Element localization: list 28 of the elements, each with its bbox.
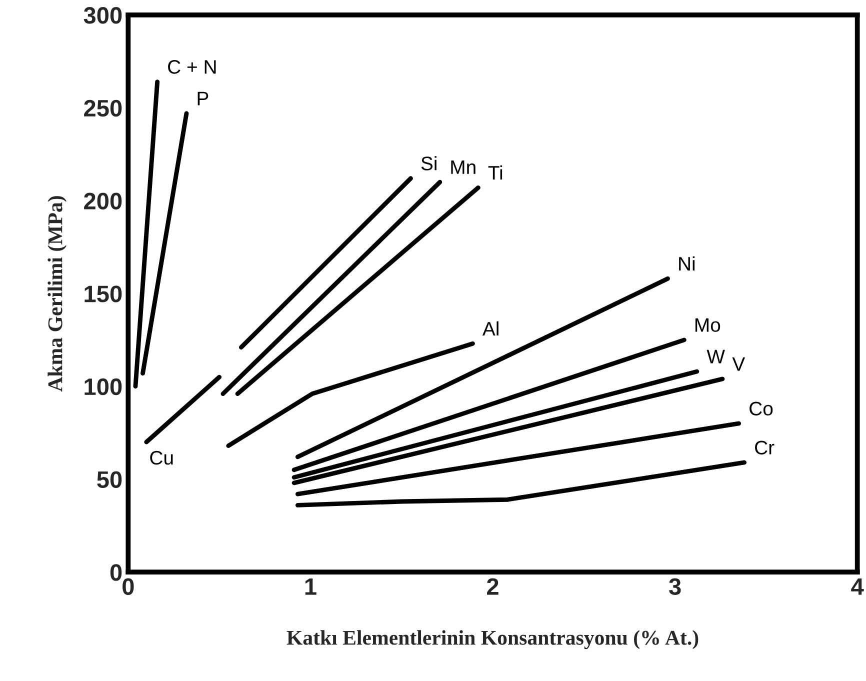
- y-tick-label: 200: [84, 192, 122, 210]
- line-series: [295, 460, 747, 508]
- x-tick-label: 4: [851, 578, 864, 595]
- y-tick-label: 50: [97, 471, 122, 488]
- x-axis-title: Katkı Elementlerinin Konsantrasyonu (% At.): [286, 630, 698, 650]
- x-tick-label: 2: [487, 578, 498, 595]
- series-label: Si: [421, 156, 436, 170]
- x-tick-label: 0: [122, 578, 134, 595]
- series-label: Mn: [451, 160, 476, 174]
- series-label: Co: [750, 402, 773, 416]
- series-label: C + N: [168, 60, 216, 74]
- y-tick-label: 300: [84, 7, 122, 24]
- series-label: W: [706, 350, 725, 364]
- series-label: Mo: [695, 318, 720, 332]
- series-label: Ni: [679, 256, 695, 270]
- series-label: V: [732, 357, 746, 371]
- series-label: P: [198, 92, 208, 106]
- series-label: Ti: [488, 165, 502, 180]
- x-tick-label: 3: [669, 578, 681, 595]
- x-tick-label: 1: [305, 578, 316, 595]
- y-tick-label: 0: [110, 564, 122, 581]
- y-tick-label: 150: [84, 286, 122, 302]
- y-tick-label: 100: [84, 378, 122, 396]
- series-label: Al: [482, 321, 498, 336]
- series-label: Cu: [150, 450, 173, 465]
- series-label: Cr: [755, 440, 774, 454]
- y-tick-label: 250: [84, 100, 122, 117]
- y-axis-title: Akma Gerilimi (MPa): [48, 196, 67, 392]
